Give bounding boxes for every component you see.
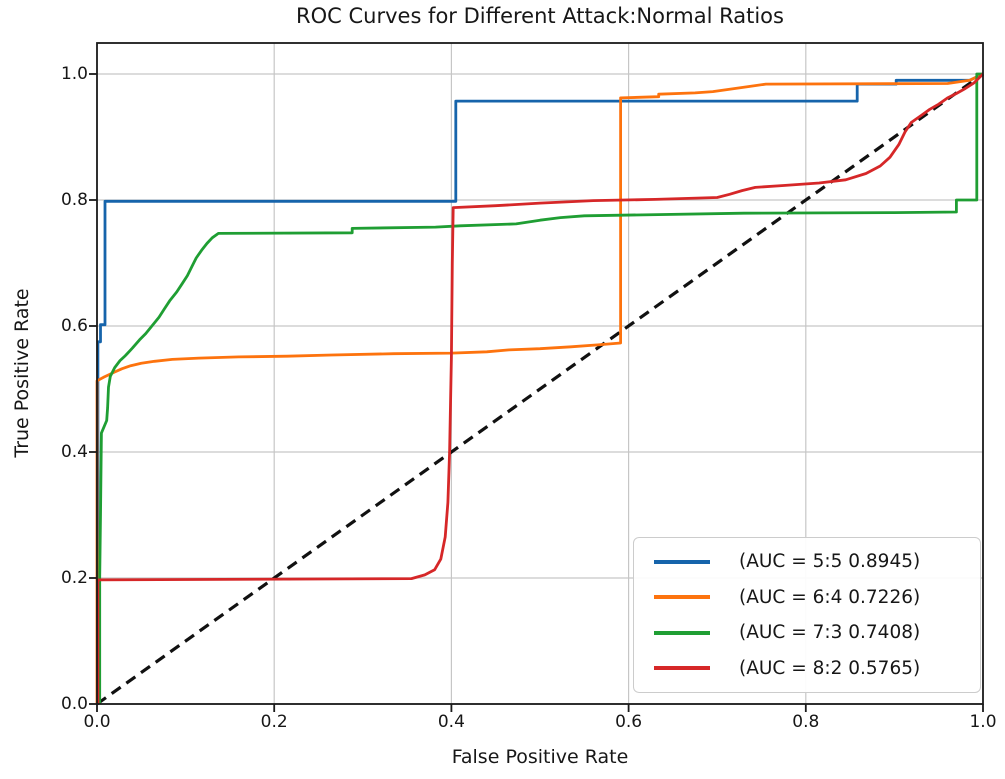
legend-line-sample	[654, 630, 710, 635]
legend-label: (AUC = 5:5 0.8945)	[739, 551, 921, 573]
curve-chance-diagonal	[96, 72, 984, 706]
legend-line-sample	[654, 595, 710, 600]
x-axis-label: False Positive Rate	[451, 746, 629, 768]
x-tick-label: 1.0	[969, 712, 997, 732]
y-tick-label: 0.4	[60, 442, 88, 462]
curve-ratio-5-5	[96, 72, 984, 704]
y-tick-label: 0.6	[60, 316, 88, 336]
y-tick-label: 0.0	[60, 694, 88, 714]
x-tick-label: 0.0	[83, 712, 111, 732]
x-tick-label: 0.4	[437, 712, 465, 732]
y-tick-label: 0.2	[60, 568, 88, 588]
legend-label: (AUC = 8:2 0.5765)	[739, 657, 921, 679]
y-axis-label: True Positive Rate	[11, 288, 33, 458]
legend-entry-ratio-6-4: (AUC = 6:4 0.7226)	[634, 580, 980, 614]
curve-ratio-7-3	[98, 72, 983, 704]
curve-ratio-6-4	[95, 72, 984, 704]
x-tick-label: 0.6	[615, 712, 643, 732]
legend-line-sample	[654, 666, 710, 671]
plot-border	[96, 42, 984, 705]
legend-label: (AUC = 6:4 0.7226)	[739, 586, 921, 608]
curve-ratio-8-2	[96, 73, 984, 704]
chart-title: ROC Curves for Different Attack:Normal R…	[296, 4, 784, 28]
legend-line-sample	[654, 559, 710, 564]
legend-entry-ratio-7-3: (AUC = 7:3 0.7408)	[634, 616, 980, 650]
y-tick-label: 1.0	[60, 64, 88, 84]
x-tick-label: 0.8	[792, 712, 820, 732]
y-tick-label: 0.8	[60, 190, 88, 210]
x-tick-label: 0.2	[260, 712, 288, 732]
legend-entry-ratio-5-5: (AUC = 5:5 0.8945)	[634, 545, 980, 579]
legend-label: (AUC = 7:3 0.7408)	[739, 622, 921, 644]
legend: (AUC = 5:5 0.8945) (AUC = 6:4 0.7226) (AUC…	[633, 537, 981, 693]
legend-entry-ratio-8-2: (AUC = 8:2 0.5765)	[634, 651, 980, 685]
